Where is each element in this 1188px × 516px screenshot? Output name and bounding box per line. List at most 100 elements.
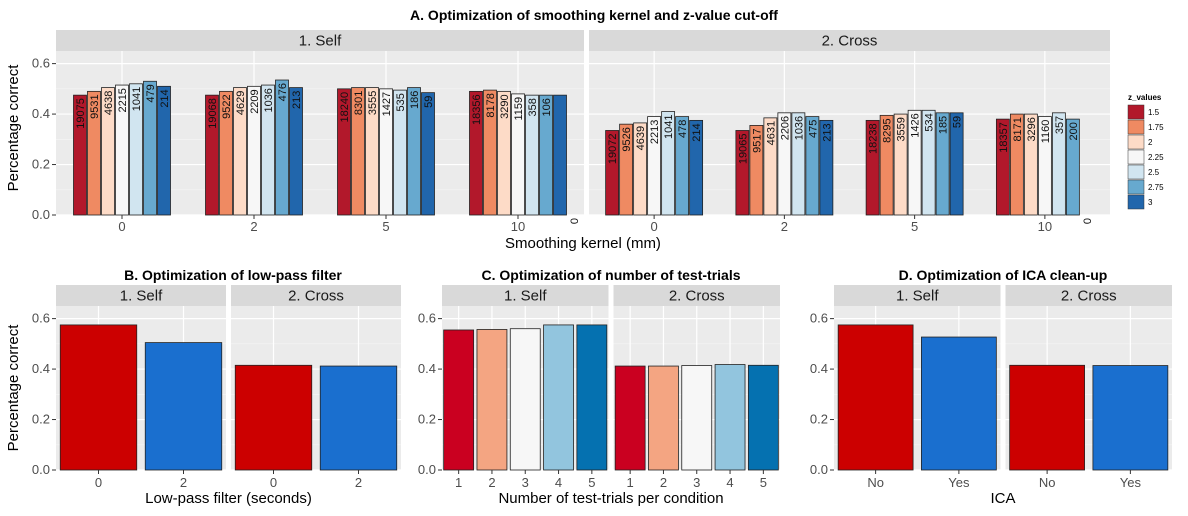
bar-data-label: 19065 — [737, 133, 749, 164]
bar — [747, 364, 779, 471]
bar — [735, 130, 750, 216]
x-tick-label: 0 — [118, 219, 125, 234]
bar-data-label: 214 — [159, 89, 171, 107]
x-tick-label: 1 — [627, 475, 634, 490]
bar — [476, 329, 508, 471]
bar — [893, 113, 908, 216]
bar-data-label: 534 — [924, 113, 936, 131]
y-tick-label: 0.2 — [32, 157, 50, 172]
bar — [483, 89, 497, 216]
bar-data-label: 478 — [677, 120, 689, 138]
x-tick-label: Yes — [1120, 475, 1142, 490]
bar-data-label: 2206 — [779, 116, 791, 140]
chart-title: B. Optimization of low-pass filter — [124, 267, 342, 283]
bar-data-label: 0 — [1082, 218, 1094, 224]
bar — [819, 119, 834, 216]
bar — [689, 119, 704, 216]
y-axis-title: Percentage correct — [5, 324, 22, 452]
facet-strip — [589, 30, 1110, 51]
legend-label: 2.25 — [1148, 153, 1164, 162]
bar — [1092, 365, 1169, 471]
bar-data-label: 1036 — [793, 116, 805, 140]
bar-data-label: 2215 — [117, 88, 129, 112]
bar-data-label: 213 — [291, 91, 303, 109]
bar — [275, 79, 289, 216]
bar — [509, 328, 541, 471]
x-tick-label: 0 — [651, 219, 658, 234]
bar-data-label: 18240 — [339, 92, 351, 123]
x-axis-title: ICA — [990, 490, 1015, 507]
bar — [865, 119, 880, 216]
bar-data-label: 106 — [541, 98, 553, 116]
x-tick-label: 2 — [488, 475, 495, 490]
legend-label: 1.75 — [1148, 123, 1164, 132]
bar — [1065, 118, 1080, 216]
bar-data-label: 4629 — [235, 91, 247, 115]
facet-strip-label: 2. Cross — [1061, 288, 1117, 305]
bar-data-label: 18357 — [998, 122, 1010, 153]
bar — [497, 90, 511, 216]
bar-data-label: 3290 — [499, 94, 511, 118]
bar — [1009, 364, 1085, 471]
x-tick-label: 2 — [180, 475, 187, 490]
facet-strip-label: 2. Cross — [288, 288, 344, 305]
bar-data-label: 19072 — [607, 133, 619, 164]
facet-strip — [231, 285, 401, 306]
legend-label: 2 — [1148, 138, 1153, 147]
y-tick-label: 0.6 — [32, 311, 50, 326]
bar-data-label: 18356 — [471, 94, 483, 125]
bar-data-label: 4638 — [103, 91, 115, 115]
x-tick-label: 3 — [522, 475, 529, 490]
bar — [234, 364, 313, 471]
bar-data-label: 1160 — [1040, 120, 1052, 144]
bar — [205, 94, 219, 216]
bar — [805, 116, 820, 216]
legend-swatch — [1127, 179, 1145, 195]
y-tick-label: 0.0 — [32, 207, 50, 222]
bar — [661, 111, 676, 216]
bar-data-label: 357 — [1054, 116, 1066, 134]
legend-label: 2.5 — [1148, 168, 1160, 177]
bar-data-label: 59 — [952, 116, 964, 128]
bar-data-label: 475 — [807, 120, 819, 138]
x-tick-label: No — [1039, 475, 1056, 490]
bar-data-label: 186 — [409, 91, 421, 109]
bar — [144, 342, 223, 471]
y-tick-label: 0.2 — [32, 412, 50, 427]
y-tick-label: 0.4 — [810, 361, 828, 376]
bar — [681, 365, 713, 471]
x-tick-label: Yes — [948, 475, 970, 490]
bar-data-label: 59 — [423, 96, 435, 108]
bar — [443, 329, 475, 471]
bar-data-label: 358 — [527, 98, 539, 116]
facet-strip-label: 1. Self — [120, 288, 163, 305]
facet-strip — [56, 30, 584, 51]
y-tick-label: 0.4 — [418, 361, 436, 376]
bar — [87, 90, 101, 216]
bar — [233, 87, 247, 216]
bar-data-label: 4631 — [765, 121, 777, 145]
y-axis-title: Percentage correct — [5, 64, 22, 192]
bar-data-label: 200 — [1068, 122, 1080, 140]
bar-data-label: 9522 — [221, 94, 233, 118]
bar — [921, 336, 997, 471]
bar — [714, 364, 746, 471]
chart-title: D. Optimization of ICA clean-up — [899, 267, 1108, 283]
legend-swatch — [1127, 149, 1145, 165]
bar — [59, 324, 138, 471]
x-tick-label: 5 — [382, 219, 389, 234]
x-tick-label: 5 — [911, 219, 918, 234]
x-tick-label: 0 — [270, 475, 277, 490]
bar — [337, 88, 351, 216]
bar — [407, 87, 421, 216]
facet-strip — [613, 285, 780, 306]
bar-data-label: 9526 — [621, 127, 633, 151]
bar — [101, 87, 115, 216]
bar — [837, 324, 914, 471]
facet-strip — [834, 285, 1001, 306]
x-tick-label: 2 — [250, 219, 257, 234]
bar — [935, 112, 950, 216]
bar-data-label: 1041 — [131, 87, 143, 111]
bar-data-label: 4639 — [635, 126, 647, 150]
